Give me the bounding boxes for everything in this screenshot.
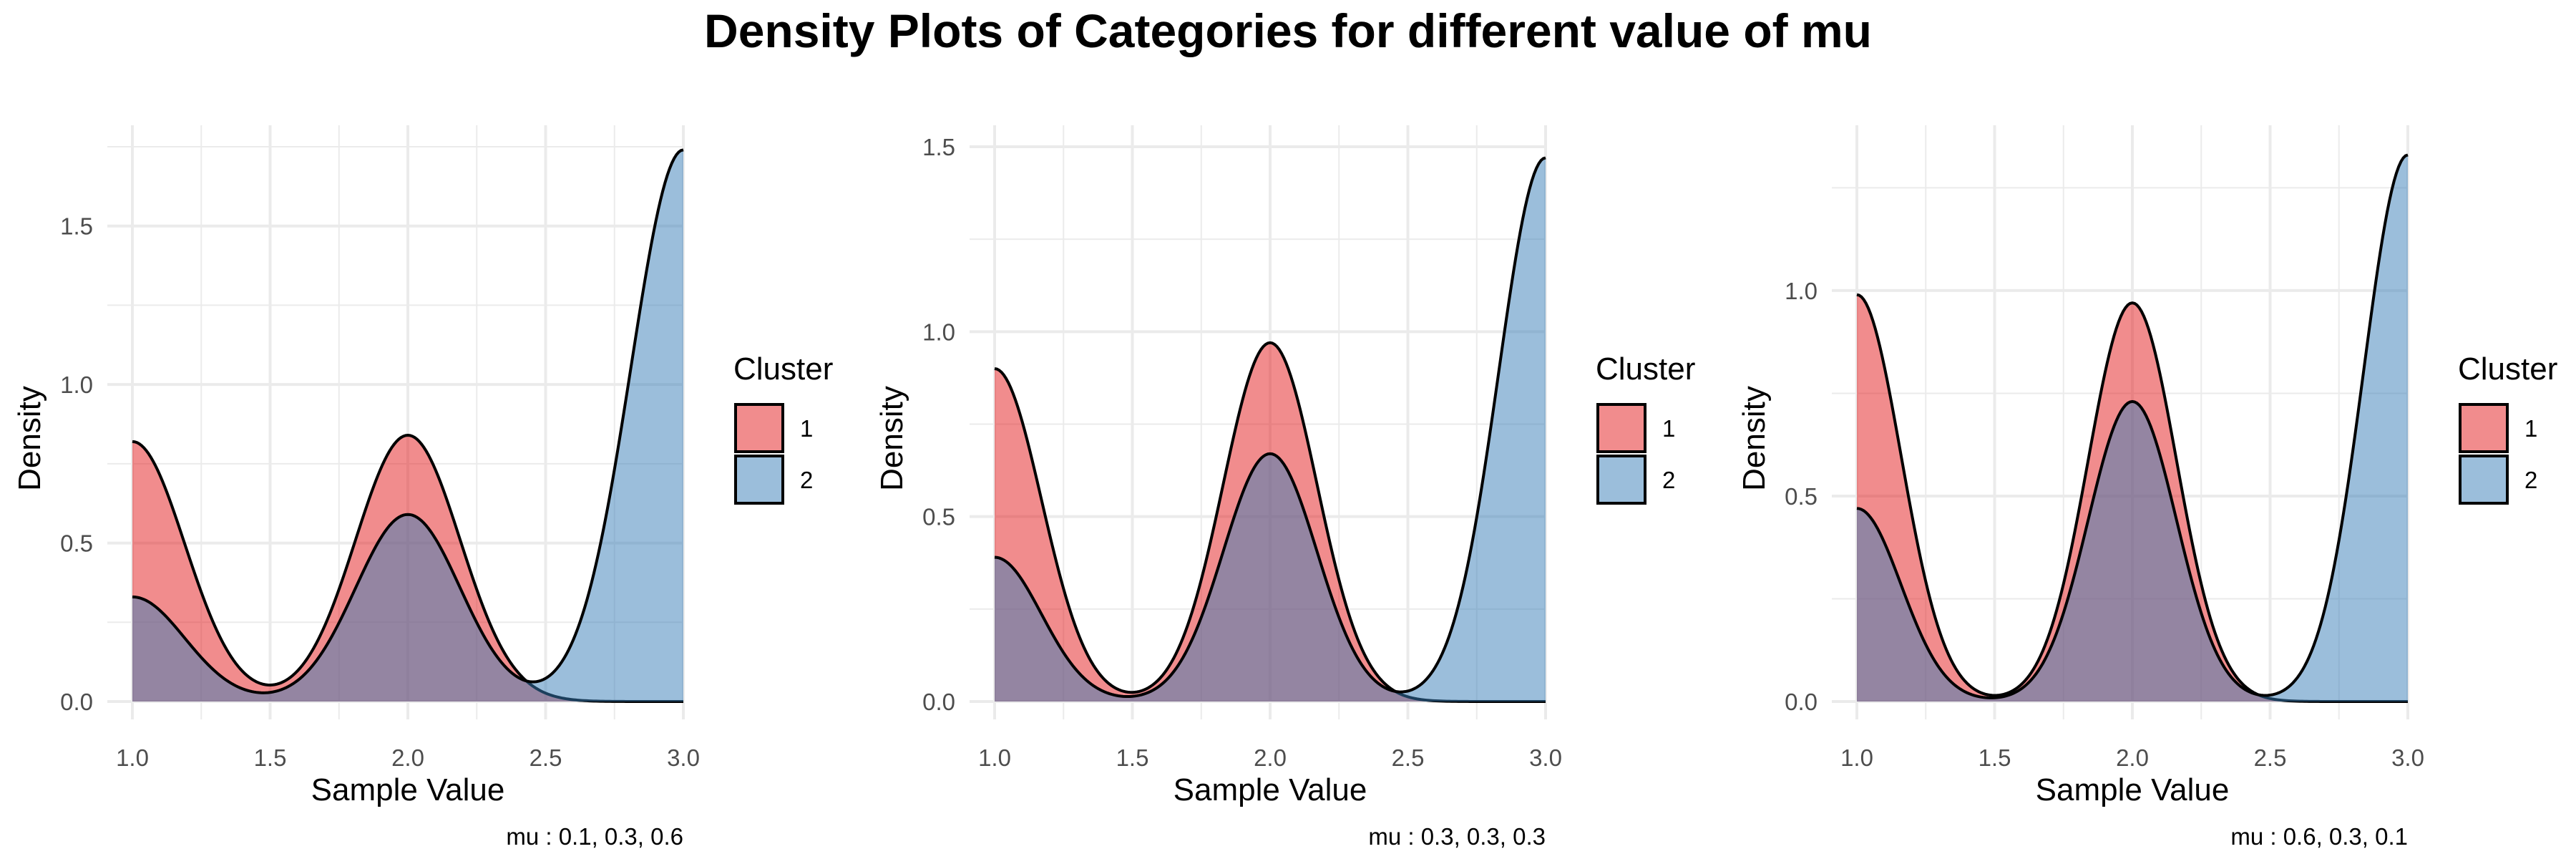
x-tick-label: 3.0 — [667, 744, 700, 771]
mu-caption: mu : 0.1, 0.3, 0.6 — [506, 823, 683, 850]
y-tick-label: 0.0 — [60, 689, 93, 715]
y-axis-title: Density — [12, 386, 47, 491]
y-tick-label: 1.5 — [922, 134, 955, 160]
x-tick-label: 2.5 — [530, 744, 562, 771]
legend-label-cluster-2: 2 — [2524, 467, 2537, 493]
x-tick-label: 2.0 — [1254, 744, 1287, 771]
density-panel-2: 1.0 1.5 2.0 2.5 3.0 0.0 0.5 1.0 1.5 Sample Value D… — [862, 0, 1721, 859]
density-plot-svg: 1.0 1.5 2.0 2.5 3.0 0.0 0.5 1.0 1.5 Sample Value D… — [12, 125, 833, 850]
x-axis-title: Sample Value — [1174, 772, 1367, 807]
x-tick-label: 2.0 — [2116, 744, 2149, 771]
density-area-cluster-2 — [995, 157, 1546, 702]
x-tick-label: 3.0 — [2391, 744, 2424, 771]
density-plot-svg: 1.0 1.5 2.0 2.5 3.0 0.0 0.5 1.0 Sample Value Dens… — [1737, 125, 2557, 850]
chart-title: Density Plots of Categories for differen… — [704, 4, 1872, 57]
x-tick-label: 1.5 — [1979, 744, 2011, 771]
legend-key-cluster-2 — [1596, 455, 1646, 505]
legend-title: Cluster — [2458, 351, 2557, 387]
density-line-cluster-2 — [994, 156, 1546, 699]
legend-title: Cluster — [1596, 351, 1695, 387]
legend-label-cluster-2: 2 — [1662, 467, 1675, 493]
density-line-cluster-2 — [1856, 153, 2409, 699]
y-axis-title: Density — [1737, 386, 1772, 491]
x-tick-label: 1.0 — [116, 744, 149, 771]
legend-label-cluster-1: 1 — [2524, 415, 2537, 442]
legend-key-cluster-2 — [734, 455, 784, 505]
density-plot-svg: 1.0 1.5 2.0 2.5 3.0 0.0 0.5 1.0 1.5 Sample Value D… — [874, 125, 1695, 850]
x-tick-label: 1.5 — [1116, 744, 1149, 771]
x-tick-label: 2.5 — [2254, 744, 2287, 771]
y-tick-label: 1.5 — [60, 213, 93, 240]
x-axis-title: Sample Value — [311, 772, 505, 807]
y-tick-label: 1.0 — [922, 319, 955, 345]
density-panel-1: 1.0 1.5 2.0 2.5 3.0 0.0 0.5 1.0 1.5 Sample Value D… — [0, 0, 859, 859]
mu-caption: mu : 0.6, 0.3, 0.1 — [2230, 823, 2408, 850]
y-tick-label: 0.5 — [922, 504, 955, 530]
y-tick-label: 0.5 — [1785, 483, 1818, 510]
y-tick-label: 1.0 — [1785, 278, 1818, 304]
legend-key-cluster-1 — [1596, 403, 1646, 453]
density-area-cluster-2 — [1857, 155, 2408, 702]
density-area-cluster-2 — [132, 150, 683, 702]
mu-caption: mu : 0.3, 0.3, 0.3 — [1368, 823, 1546, 850]
x-axis-title: Sample Value — [2036, 772, 2230, 807]
y-tick-label: 1.0 — [60, 372, 93, 398]
y-tick-label: 0.0 — [922, 689, 955, 715]
density-panel-3: 1.0 1.5 2.0 2.5 3.0 0.0 0.5 1.0 Sample Value Dens… — [1724, 0, 2576, 859]
legend-label-cluster-2: 2 — [800, 467, 813, 493]
legend-key-cluster-2 — [2459, 455, 2509, 505]
x-tick-label: 2.0 — [391, 744, 424, 771]
x-tick-label: 1.0 — [978, 744, 1011, 771]
legend-key-cluster-1 — [734, 403, 784, 453]
x-tick-label: 1.0 — [1840, 744, 1873, 771]
legend-label-cluster-1: 1 — [1662, 415, 1675, 442]
legend: Cluster 1 2 — [1596, 351, 1695, 505]
legend-key-cluster-1 — [2459, 403, 2509, 453]
x-tick-label: 3.0 — [1529, 744, 1562, 771]
y-axis-title: Density — [874, 386, 909, 491]
legend-label-cluster-1: 1 — [800, 415, 813, 442]
legend: Cluster 1 2 — [2458, 351, 2557, 505]
x-tick-label: 1.5 — [254, 744, 287, 771]
density-line-cluster-2 — [132, 148, 684, 694]
x-tick-label: 2.5 — [1392, 744, 1425, 771]
legend: Cluster 1 2 — [733, 351, 833, 505]
y-tick-label: 0.5 — [60, 530, 93, 557]
y-tick-label: 0.0 — [1785, 689, 1818, 715]
legend-title: Cluster — [733, 351, 833, 387]
